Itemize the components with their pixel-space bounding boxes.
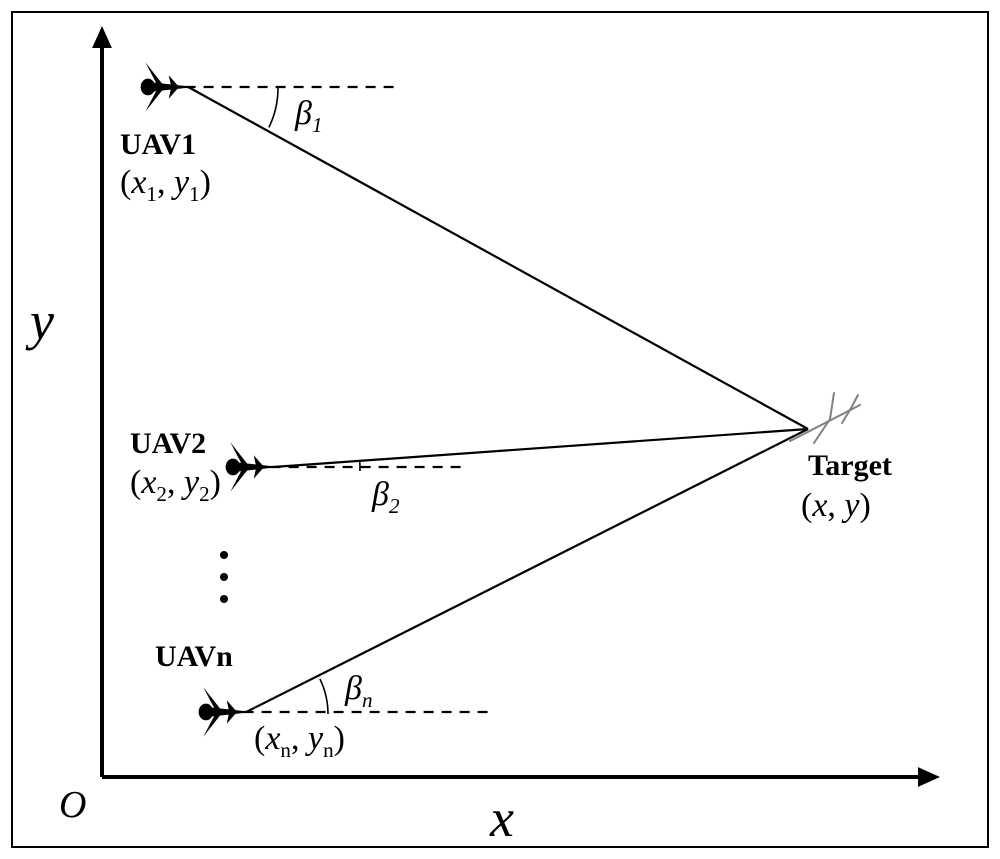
y-axis-label: y [30, 290, 54, 352]
beta-label: β1 [295, 95, 322, 138]
target-label: Target [808, 449, 892, 483]
uav-name-label: UAVn [155, 640, 233, 674]
diagram-canvas: O x y Target (x, y) UAV1(x1, y1)β1UAV2(x… [0, 0, 1000, 859]
x-axis-label: x [490, 787, 514, 849]
target-coord: (x, y) [801, 487, 871, 525]
uav-coord-label: (xn, yn) [254, 720, 345, 763]
uav-name-label: UAV1 [120, 128, 196, 162]
beta-label: βn [345, 670, 372, 713]
uav-name-label: UAV2 [130, 427, 206, 461]
beta-label: β2 [372, 476, 399, 519]
uav-coord-label: (x1, y1) [120, 164, 211, 207]
origin-label: O [59, 783, 86, 827]
uav-coord-label: (x2, y2) [130, 464, 221, 507]
